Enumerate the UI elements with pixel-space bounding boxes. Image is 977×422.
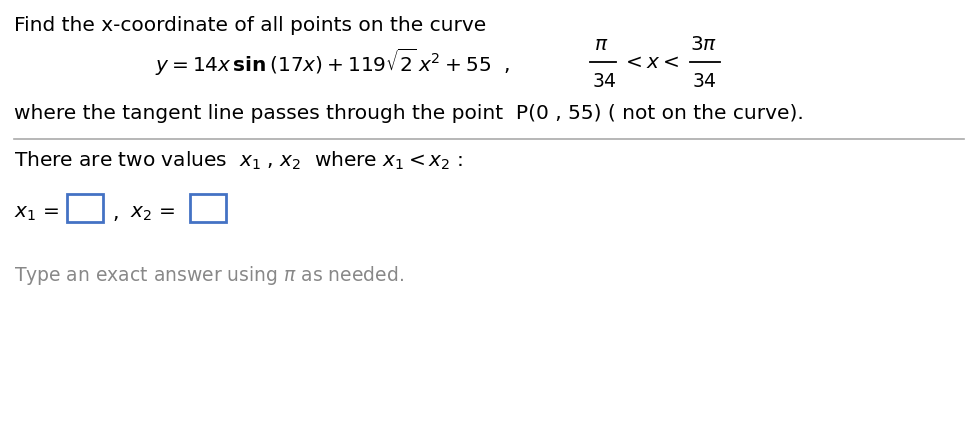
- FancyBboxPatch shape: [190, 194, 226, 222]
- Text: $34$: $34$: [591, 72, 616, 91]
- Text: ,: ,: [112, 204, 118, 223]
- FancyBboxPatch shape: [67, 194, 103, 222]
- Text: $3\pi$: $3\pi$: [690, 35, 716, 54]
- Text: $34$: $34$: [692, 72, 716, 91]
- Text: $\pi$: $\pi$: [593, 35, 608, 54]
- Text: $< x <$: $< x <$: [621, 52, 679, 71]
- Text: There are two values  $x_1$ , $x_2$  where $x_1 < x_2$ :: There are two values $x_1$ , $x_2$ where…: [14, 150, 463, 172]
- Text: $y = 14x\,\mathbf{sin}\,(17x) + 119\sqrt{2}\,x^2 + 55$  ,: $y = 14x\,\mathbf{sin}\,(17x) + 119\sqrt…: [154, 46, 510, 78]
- Text: $x_1$ =: $x_1$ =: [14, 204, 59, 223]
- Text: where the tangent line passes through the point  P(0 , 55) ( not on the curve).: where the tangent line passes through th…: [14, 104, 803, 123]
- Text: $x_2$ =: $x_2$ =: [130, 204, 175, 223]
- Text: Type an exact answer using $\pi$ as needed.: Type an exact answer using $\pi$ as need…: [14, 264, 404, 287]
- Text: Find the x-coordinate of all points on the curve: Find the x-coordinate of all points on t…: [14, 16, 486, 35]
